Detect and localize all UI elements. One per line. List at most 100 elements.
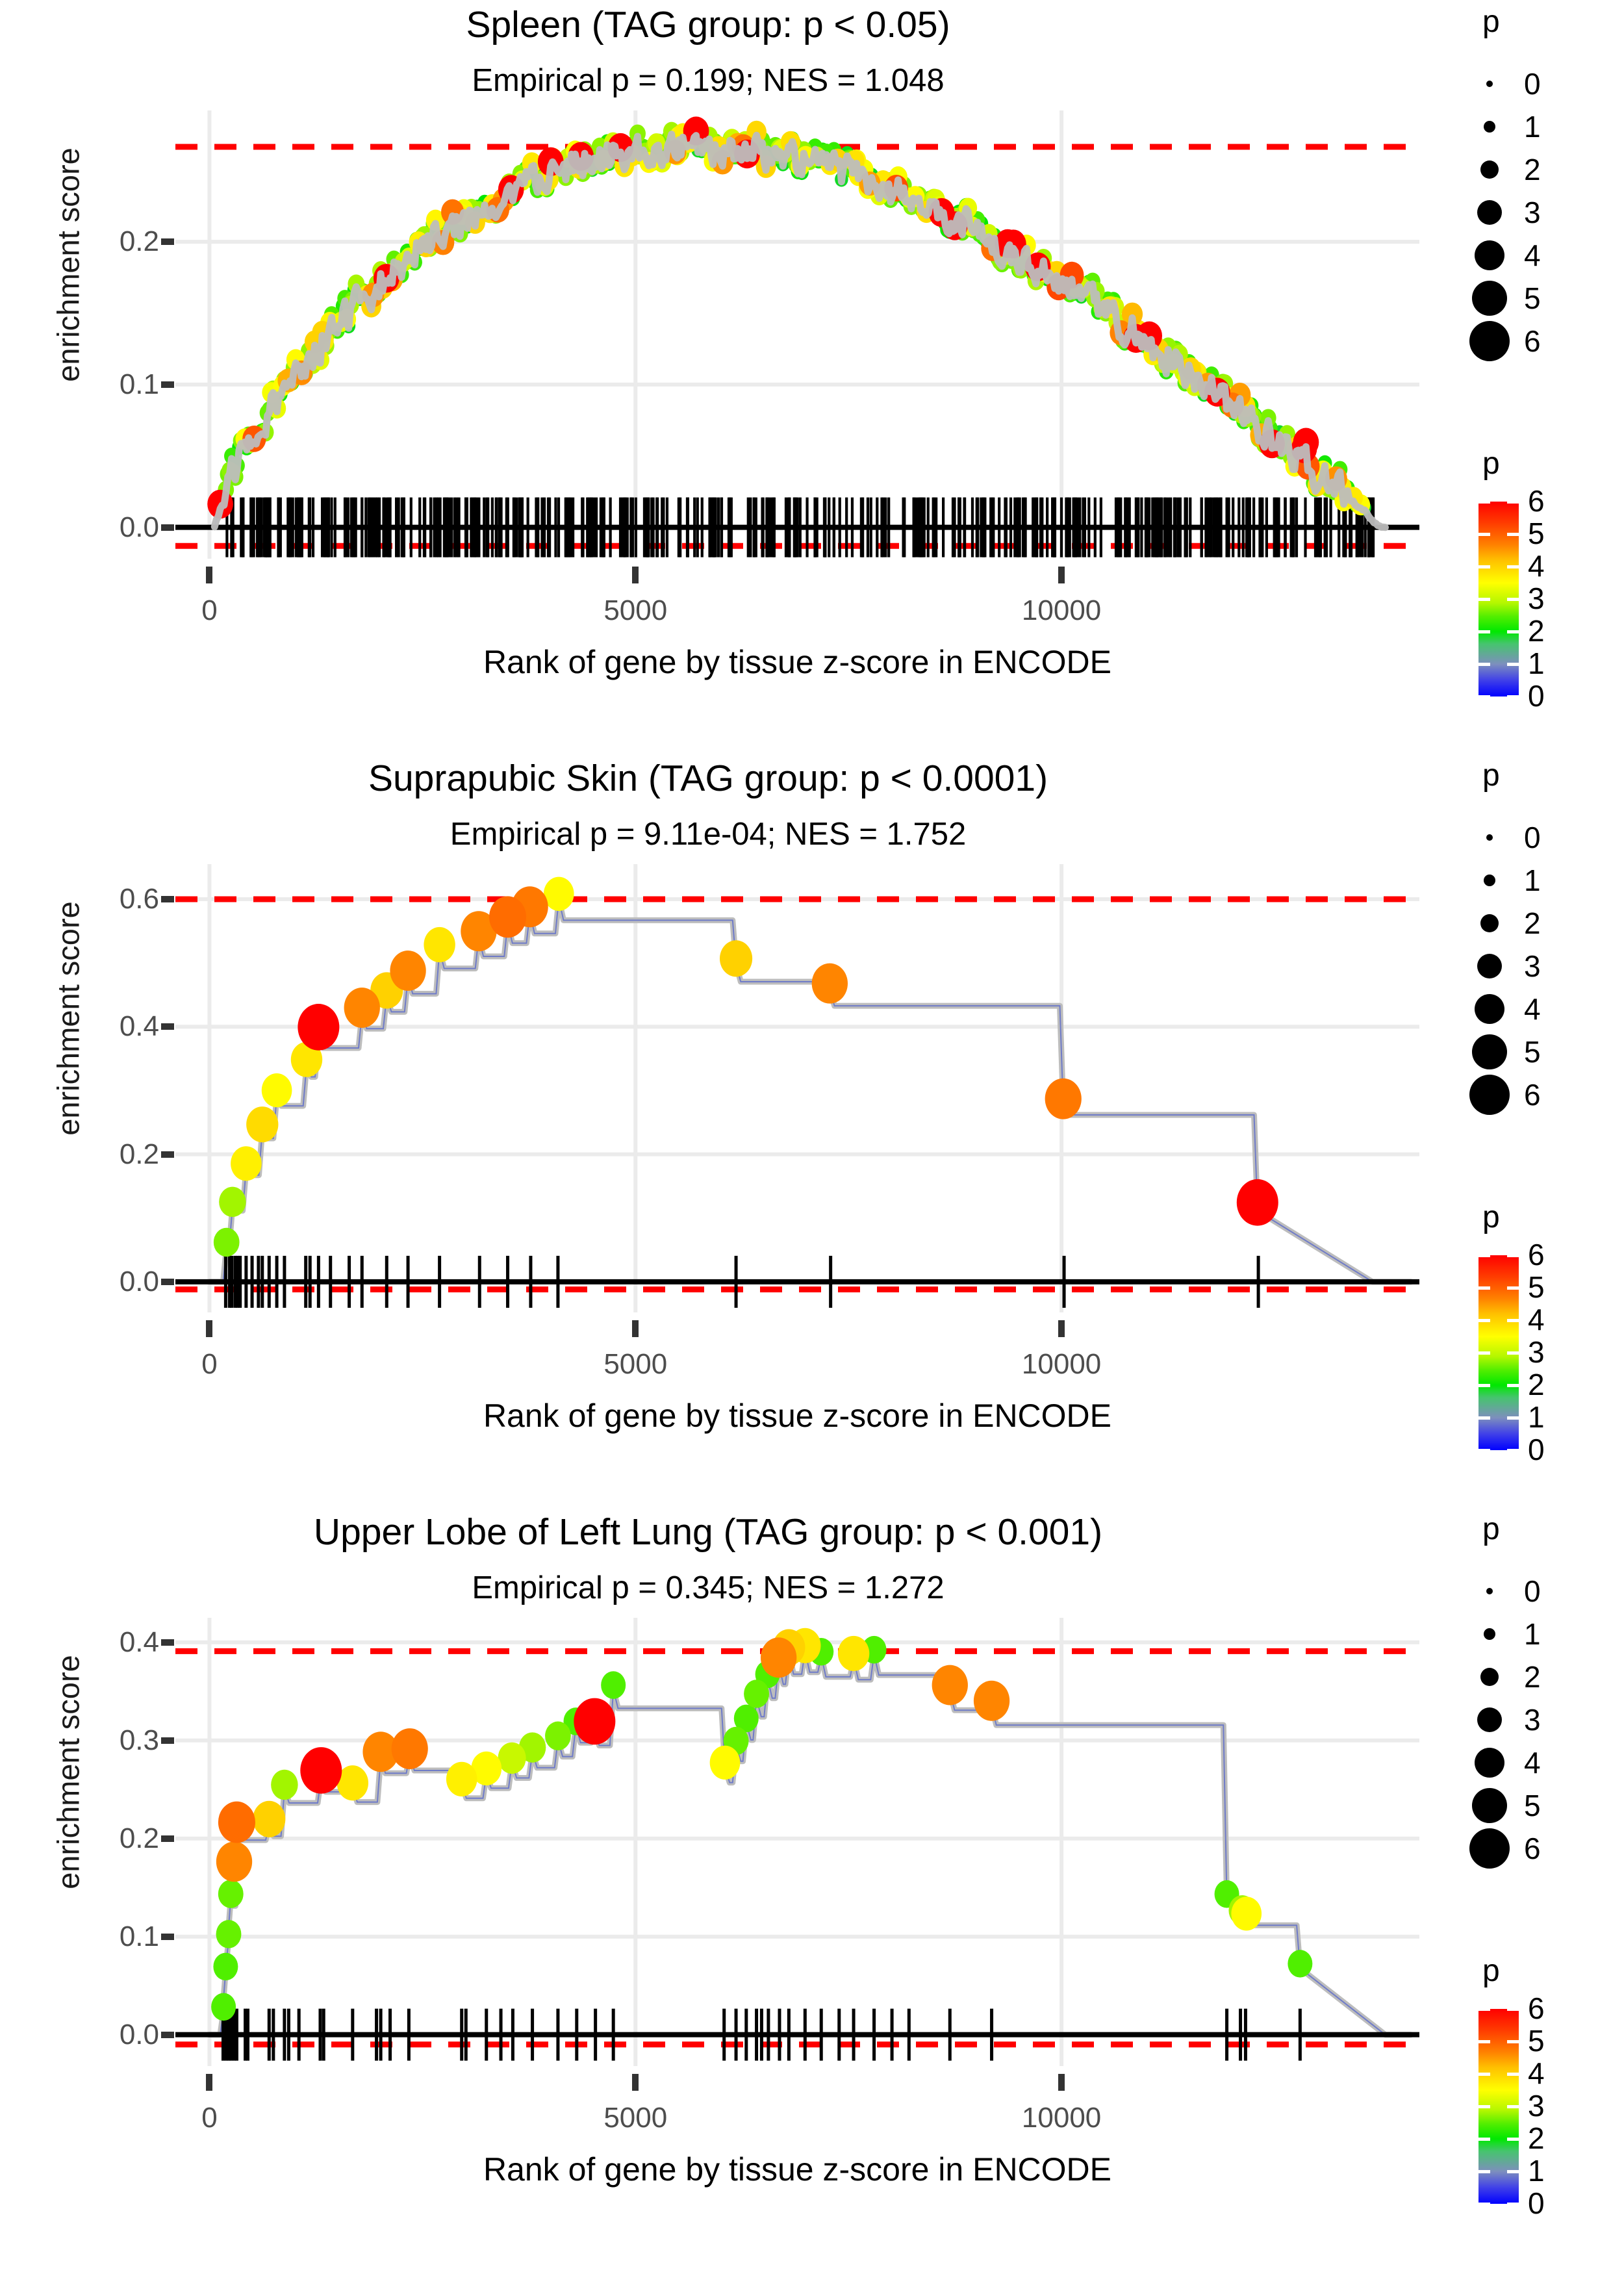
colorbar-tick-label: 3 [1528,581,1545,615]
size-legend-item-label: 3 [1524,196,1541,229]
running-sum-line-top [210,131,1389,531]
colorbar-tick-mark [1507,1286,1519,1290]
y-tick-label: 0.2 [119,225,159,258]
x-tick-mark [632,2074,639,2091]
colorbar-tick-mark [1507,2008,1519,2011]
legend-dot-icon [1462,863,1517,898]
panel-subtitle: Empirical p = 9.11e-04; NES = 1.752 [450,817,967,852]
legend-dot-glyph [1477,1707,1502,1732]
colorbar-tick-label: 1 [1528,2154,1545,2188]
colorbar-tick-mark [1478,533,1490,536]
x-tick-label: 10000 [1021,594,1102,626]
colorbar-tick-mark [1478,2073,1490,2076]
size-legend-item-label: 2 [1524,153,1541,186]
x-tick-mark [632,1320,639,1337]
legend-dot-icon [1462,1659,1517,1694]
plot-canvas [175,110,1419,559]
colorbar-tick-mark [1507,2170,1519,2173]
colorbar-tick-mark [1507,630,1519,633]
x-tick-label: 5000 [603,1348,668,1380]
size-legend-item: 2 [1462,1659,1585,1694]
size-legend-item-label: 3 [1524,949,1541,983]
colorbar-tick-mark [1507,1254,1519,1257]
size-legend-item-label: 6 [1524,324,1541,358]
y-tick-mark [161,1151,174,1158]
legend-dot-glyph [1477,954,1502,978]
x-tick-mark [1058,2074,1065,2091]
legend-dot-icon [1462,1075,1517,1115]
panel-suprapubic-skin: Suprapubic Skin (TAG group: p < 0.0001) … [0,754,1624,1475]
y-tick-mark [161,2031,174,2038]
x-axis-label: Rank of gene by tissue z-score in ENCODE [483,644,1112,680]
colorbar-tick-mark [1507,1416,1519,1420]
size-legend-item-label: 2 [1524,1660,1541,1694]
y-tick-label: 0.6 [119,882,159,915]
legend-dot-glyph [1469,321,1510,361]
size-legend-item: 5 [1462,1034,1585,1069]
size-legend-item-label: 1 [1524,110,1541,144]
colorbar-tick-mark [1478,2040,1490,2043]
colorbar-tick-mark [1478,500,1490,504]
size-legend-item: 1 [1462,863,1585,898]
colorbar-tick-label: 1 [1528,1400,1545,1434]
colorbar-tick-mark [1507,565,1519,568]
legend-dot-icon [1462,949,1517,984]
colorbar-tick-mark [1478,565,1490,568]
size-legend-item: 6 [1462,1075,1585,1115]
y-tick-mark [161,1933,174,1940]
size-legend-item: 0 [1462,1574,1585,1609]
gene-hit-markers [211,1628,1313,2021]
rug-ticks [225,497,1375,557]
colorbar-tick-mark [1478,663,1490,666]
size-legend-item: 6 [1462,321,1585,361]
colorbar-tick-label: 0 [1528,679,1545,713]
colorbar-tick-mark [1507,663,1519,666]
running-sum-line [210,131,1389,531]
legend-dot-icon [1462,1745,1517,1780]
legend-dot-icon [1462,152,1517,187]
colorbar-tick-mark [1478,1384,1490,1387]
colorbar-tick-mark [1507,2105,1519,2108]
colorbar-tick-mark [1478,598,1490,601]
colorbar-tick-mark [1478,2008,1490,2011]
legend-dot-icon [1462,195,1517,230]
size-legend-item-label: 5 [1524,281,1541,315]
colorbar-tick-mark [1507,695,1519,698]
legend-dot-glyph [1486,1588,1493,1594]
colorbar-tick-label: 1 [1528,646,1545,680]
gene-hit-markers [213,876,1278,1257]
colorbar-tick-mark [1478,630,1490,633]
rug-ticks [221,2008,1302,2061]
running-sum-line-accent [214,133,1386,528]
y-tick-label: 0.0 [119,1265,159,1297]
legend-dot-glyph [1486,81,1493,87]
size-legend-item: 3 [1462,1702,1585,1737]
y-tick-mark [161,238,174,246]
legend-dot-icon [1462,321,1517,361]
x-axis-label: Rank of gene by tissue z-score in ENCODE [483,2151,1112,2188]
colorbar-tick-label: 4 [1528,549,1545,583]
legend-dot-icon [1462,1702,1517,1737]
legend-dot-glyph [1472,281,1507,316]
y-tick-label: 0.2 [119,1822,159,1854]
colorbar-tick-label: 0 [1528,1433,1545,1466]
panel-spleen: Spleen (TAG group: p < 0.05) Empirical p… [0,0,1624,721]
colorbar-tick-mark [1478,695,1490,698]
legend-dot-icon [1462,281,1517,316]
colorbar-tick-mark [1507,533,1519,536]
plot-canvas [175,1618,1419,2066]
legend-dot-glyph [1484,875,1495,886]
legend-dot-icon [1462,1788,1517,1823]
y-tick-mark [161,524,174,531]
size-legend-item-label: 6 [1524,1078,1541,1112]
y-tick-label: 0.2 [119,1138,159,1170]
x-tick-label: 0 [201,594,218,626]
size-legend-item-label: 6 [1524,1832,1541,1865]
legend-dot-glyph [1480,914,1499,932]
size-legend-item-label: 4 [1524,238,1541,272]
plot-area [175,110,1419,559]
colorbar-tick-label: 4 [1528,1303,1545,1336]
